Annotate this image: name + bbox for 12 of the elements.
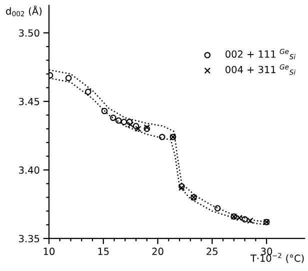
y-axis-title: d$_{002}$ (Å) [6,6,42,16]
y-tick-label: 3.35 [19,234,40,242]
x-tick-label: 15 [98,248,109,256]
x-tick-label: 20 [152,248,164,256]
legend-label: 002 + 111 $^{Ge}$$_{Si}$ [226,48,296,60]
y-tick-label: 3.50 [19,29,40,37]
x-tick-label: 30 [261,248,272,256]
x-tick-label: 25 [206,248,218,256]
y-tick-label: 3.40 [19,166,40,174]
x-tick-label: 10 [44,248,55,256]
y-tick-label: 3.45 [19,98,40,106]
legend-label: 004 + 311 $^{Ge}$$_{Si}$ [226,64,296,75]
